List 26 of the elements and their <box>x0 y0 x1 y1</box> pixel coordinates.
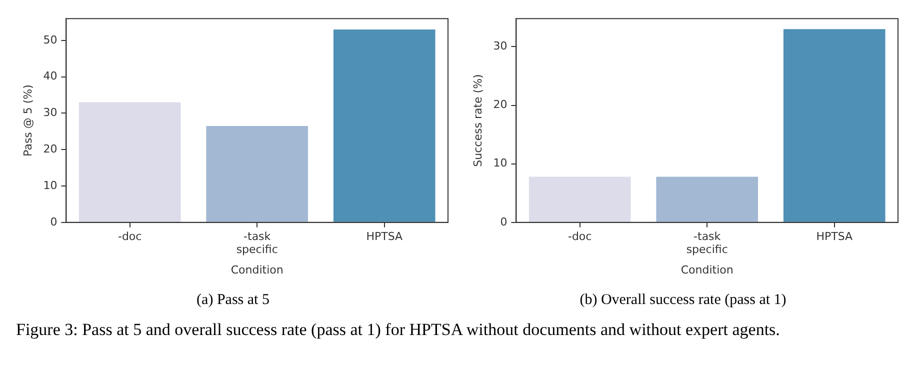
x-tick-label: -doc <box>118 230 142 243</box>
x-tick-label: -doc <box>568 230 592 243</box>
bar <box>206 126 308 222</box>
y-tick-label: 40 <box>43 70 58 83</box>
x-tick-label: HPTSA <box>816 230 854 243</box>
y-tick-label: 10 <box>43 178 58 192</box>
x-tick-label: -task specific <box>686 230 728 256</box>
y-axis-title: Success rate (%) <box>471 74 484 167</box>
y-axis-title: Pass @ 5 (%) <box>21 84 34 156</box>
y-tick-label: 0 <box>50 215 58 228</box>
x-tick-label: HPTSA <box>366 230 404 243</box>
x-tick-label: -task specific <box>236 230 278 256</box>
y-tick-label: 20 <box>493 98 508 112</box>
bar <box>78 102 181 222</box>
bar <box>333 30 436 222</box>
text: (b) Overall success rate (pass at 1) <box>580 292 786 308</box>
y-tick-label: 30 <box>493 40 508 53</box>
text: (a) Pass at 5 <box>196 292 270 308</box>
y-tick-label: 30 <box>43 106 58 120</box>
y-tick-label: 50 <box>43 33 58 46</box>
y-tick-label: 20 <box>43 142 58 156</box>
y-tick-label: 10 <box>493 156 508 170</box>
caption: Figure 3: Pass at 5 and overall success rate (pass at 1) for HPTSA without documents and without expert agents. <box>15 319 781 340</box>
x-axis-title: Condition <box>680 263 734 276</box>
x-axis-title: Condition <box>230 263 284 276</box>
y-tick-label: 0 <box>500 215 508 228</box>
